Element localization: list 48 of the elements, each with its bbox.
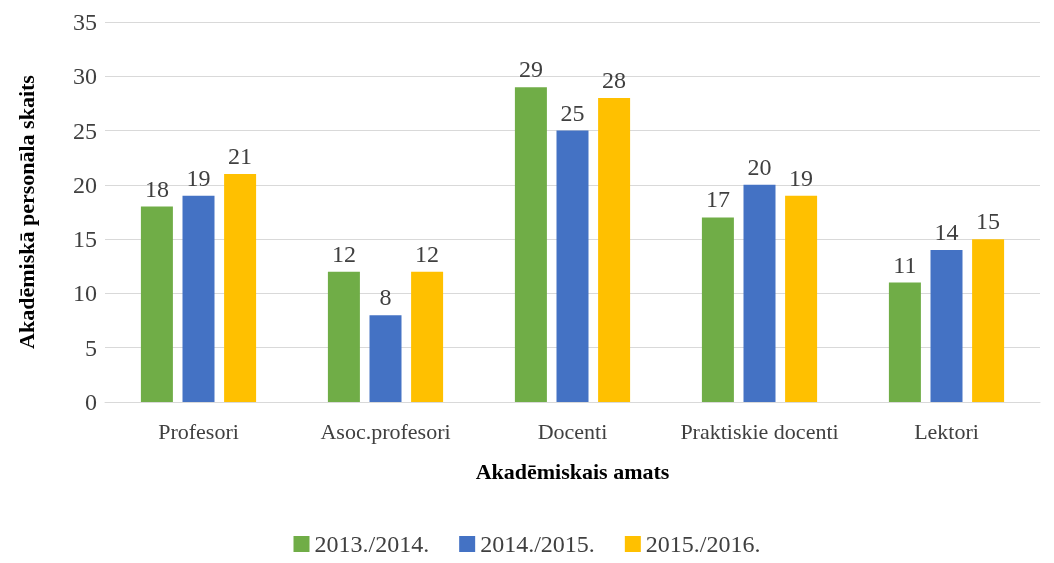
bar xyxy=(224,174,257,402)
x-tick-label: Docenti xyxy=(537,418,608,444)
bar xyxy=(140,206,173,402)
bar xyxy=(785,195,818,402)
data-label: 19 xyxy=(186,164,211,191)
bar xyxy=(369,315,402,402)
bar xyxy=(598,98,631,402)
y-tick-label: 0 xyxy=(85,389,97,415)
data-label: 29 xyxy=(518,56,543,83)
data-label: 19 xyxy=(789,164,814,191)
x-tick-label: Profesori xyxy=(158,418,239,444)
data-label: 12 xyxy=(331,240,356,267)
legend-label: 2013./2014. xyxy=(314,531,430,557)
data-label: 25 xyxy=(560,99,585,126)
y-tick-label: 25 xyxy=(73,117,97,144)
legend-label: 2014./2015. xyxy=(480,531,595,557)
y-axis-title: Akadēmiskā personāla skaits xyxy=(13,74,39,349)
y-tick-label: 10 xyxy=(73,280,97,307)
y-tick-label: 15 xyxy=(73,226,97,253)
data-label: 18 xyxy=(144,175,169,202)
bar xyxy=(556,130,589,402)
bar xyxy=(743,184,776,402)
bar xyxy=(930,250,963,402)
data-label: 20 xyxy=(747,153,772,180)
x-tick-label: Asoc.profesori xyxy=(320,418,451,444)
x-tick-label: Lektori xyxy=(914,418,979,444)
y-tick-label: 35 xyxy=(73,9,97,35)
y-tick-label: 5 xyxy=(85,334,97,361)
bar xyxy=(972,239,1005,402)
bar xyxy=(514,87,547,402)
data-label: 15 xyxy=(976,208,1001,235)
data-label: 14 xyxy=(934,219,959,245)
data-label: 21 xyxy=(228,143,253,169)
bar xyxy=(182,195,215,402)
bar xyxy=(327,271,360,402)
bar xyxy=(411,271,444,402)
bar xyxy=(888,282,921,402)
y-tick-label: 30 xyxy=(73,63,97,90)
x-tick-label: Praktiskie docenti xyxy=(680,418,839,444)
data-label: 12 xyxy=(415,240,440,267)
bar xyxy=(701,217,734,402)
data-label: 28 xyxy=(602,67,627,93)
data-label: 11 xyxy=(893,251,917,278)
legend-label: 2015./2016. xyxy=(645,531,761,557)
data-label: 8 xyxy=(379,284,392,311)
data-label: 17 xyxy=(705,186,730,213)
y-tick-label: 20 xyxy=(73,171,97,198)
x-axis-title: Akadēmiskais amats xyxy=(475,458,670,484)
